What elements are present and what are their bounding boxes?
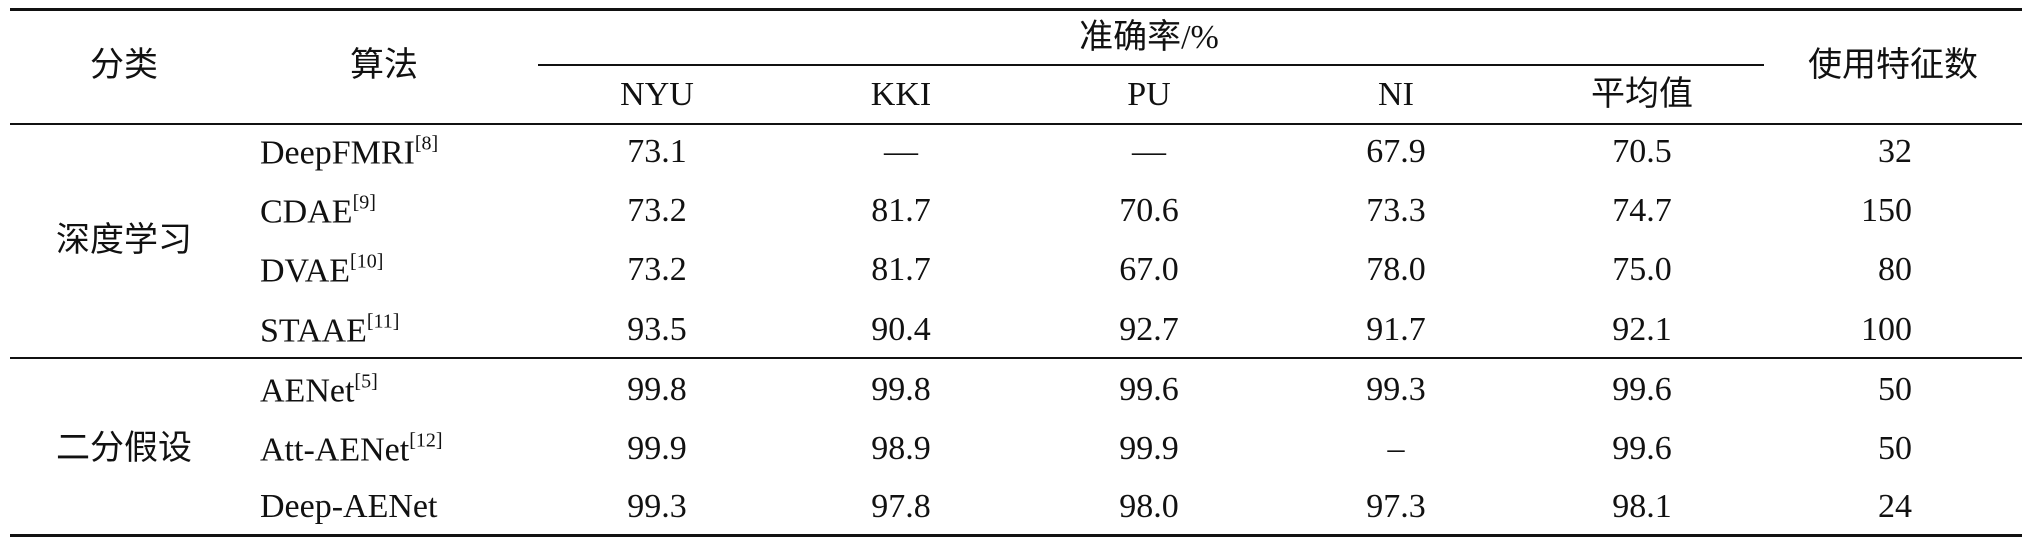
- top-rule: [10, 8, 2022, 11]
- sub-rule: [538, 64, 1764, 66]
- reference: [10]: [350, 250, 384, 273]
- value-cell: 75.0: [1612, 251, 1672, 288]
- algorithm-cell: DeepFMRI[8]: [260, 134, 438, 171]
- reference: [5]: [354, 370, 378, 393]
- feature-cell: 32: [1878, 133, 1912, 170]
- group-label: 深度学习: [56, 222, 192, 259]
- value-cell: 81.7: [871, 192, 931, 229]
- value-cell: —: [884, 133, 918, 170]
- value-cell: 90.4: [871, 311, 931, 348]
- feature-cell: 50: [1878, 371, 1912, 408]
- value-cell: 73.2: [627, 251, 687, 288]
- algorithm-cell: DVAE[10]: [260, 252, 383, 289]
- value-cell: 97.3: [1366, 488, 1426, 525]
- value-cell: 99.3: [627, 488, 687, 525]
- reference: [11]: [366, 310, 400, 333]
- header-rule: [10, 123, 2022, 125]
- reference: [8]: [414, 132, 439, 155]
- value-cell: 91.7: [1366, 311, 1426, 348]
- algorithm-name: Deep-AENet: [260, 488, 438, 525]
- value-cell: 99.6: [1612, 371, 1672, 408]
- value-cell: 93.5: [627, 311, 687, 348]
- group-rule: [10, 357, 2022, 359]
- value-cell: 99.8: [871, 371, 931, 408]
- header-cell: 分类: [90, 47, 158, 84]
- algorithm-name: Att-AENet: [260, 431, 410, 469]
- value-cell: 99.6: [1612, 430, 1672, 467]
- value-cell: 73.3: [1366, 192, 1426, 229]
- header-cell: 平均值: [1591, 76, 1693, 113]
- reference: [12]: [409, 429, 443, 452]
- value-cell: 70.6: [1119, 192, 1179, 229]
- feature-cell: 150: [1861, 192, 1912, 229]
- algorithm-name: DVAE: [260, 252, 351, 290]
- value-cell: 67.9: [1366, 133, 1426, 170]
- group-label: 二分假设: [56, 429, 192, 467]
- feature-cell: 50: [1878, 430, 1912, 467]
- value-cell: 67.0: [1119, 251, 1179, 288]
- feature-cell: 24: [1878, 488, 1912, 525]
- algorithm-cell: AENet[5]: [260, 372, 378, 409]
- algorithm-name: CDAE: [260, 193, 353, 231]
- value-cell: 97.8: [871, 488, 931, 525]
- header-cell: PU: [1127, 76, 1171, 113]
- header-cell: NYU: [620, 76, 694, 113]
- value-cell: 92.1: [1612, 311, 1672, 348]
- value-cell: 73.2: [627, 192, 687, 229]
- algorithm-name: AENet: [260, 372, 355, 410]
- algorithm-cell: Att-AENet[12]: [260, 431, 443, 468]
- value-cell: 73.1: [627, 133, 687, 170]
- value-cell: 99.3: [1366, 371, 1426, 408]
- algorithm-cell: Deep-AENet: [260, 490, 437, 524]
- header-cell: 算法: [350, 47, 418, 84]
- header-cell: 使用特征数: [1808, 47, 1978, 84]
- value-cell: 98.0: [1119, 488, 1179, 525]
- feature-cell: 80: [1878, 251, 1912, 288]
- value-cell: 92.7: [1119, 311, 1179, 348]
- value-cell: 99.6: [1119, 371, 1179, 408]
- value-cell: –: [1387, 430, 1405, 467]
- value-cell: 81.7: [871, 251, 931, 288]
- value-cell: 99.8: [627, 371, 687, 408]
- header-cell: NI: [1378, 76, 1414, 113]
- algorithm-name: DeepFMRI: [260, 134, 415, 172]
- reference: [9]: [352, 191, 376, 214]
- value-cell: 98.9: [871, 430, 931, 467]
- algorithm-cell: CDAE[9]: [260, 193, 376, 230]
- header-cell: 准确率/%: [1079, 19, 1219, 56]
- value-cell: 99.9: [1119, 430, 1179, 467]
- value-cell: 98.1: [1612, 488, 1672, 525]
- value-cell: 99.9: [627, 430, 687, 467]
- feature-cell: 100: [1861, 311, 1912, 348]
- value-cell: 78.0: [1366, 251, 1426, 288]
- header-cell: KKI: [870, 76, 932, 113]
- algorithm-name: STAAE: [260, 312, 367, 350]
- value-cell: 70.5: [1612, 133, 1672, 170]
- value-cell: 74.7: [1612, 192, 1672, 229]
- value-cell: —: [1132, 133, 1166, 170]
- bottom-rule: [10, 534, 2022, 537]
- algorithm-cell: STAAE[11]: [260, 312, 399, 349]
